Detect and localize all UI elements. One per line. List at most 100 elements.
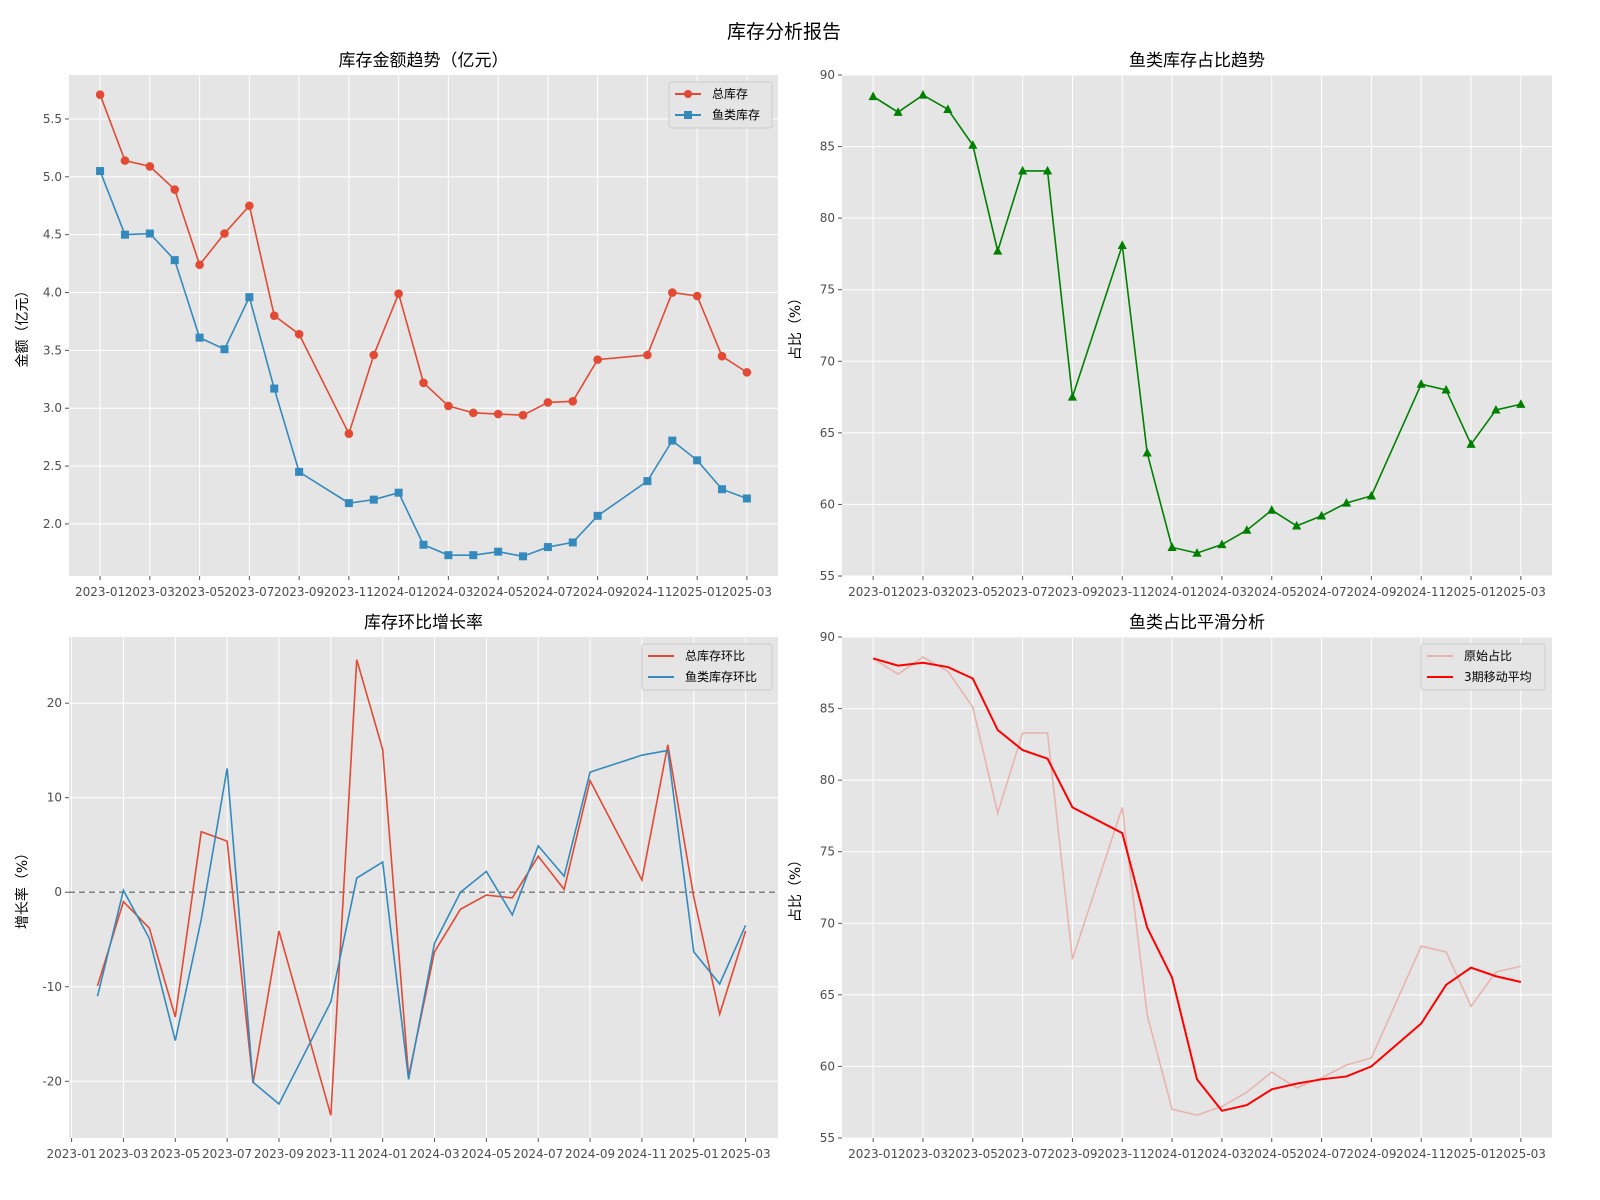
- data-point: [718, 485, 726, 493]
- x-tick-label: 2024-11: [622, 585, 672, 599]
- data-point: [494, 548, 502, 556]
- x-tick-label: 2023-11: [1097, 1147, 1147, 1161]
- data-point: [743, 368, 752, 377]
- data-point: [245, 293, 253, 301]
- x-tick-label: 2024-03: [1197, 1147, 1247, 1161]
- x-tick-label: 2023-03: [125, 585, 175, 599]
- data-point: [420, 541, 428, 549]
- x-tick-label: 2024-11: [617, 1147, 667, 1161]
- legend-label: 总库存: [712, 86, 748, 101]
- x-tick-label: 2024-03: [409, 1147, 459, 1161]
- data-point: [196, 334, 204, 342]
- legend-label: 总库存环比: [685, 648, 745, 663]
- y-tick-label: 10: [47, 791, 62, 805]
- chart-panel-1: 2.02.53.03.54.04.55.05.52023-01 2023-03 20…: [15, 51, 778, 599]
- data-point: [195, 260, 204, 269]
- legend-marker: [684, 90, 692, 98]
- x-tick-label: 2023-09: [1047, 1147, 1097, 1161]
- y-tick-label: 20: [47, 696, 62, 710]
- y-tick-label: 65: [820, 988, 835, 1002]
- plot-area: [842, 637, 1552, 1138]
- data-point: [270, 385, 278, 393]
- data-point: [121, 156, 130, 165]
- y-tick-label: 3.0: [43, 401, 62, 415]
- x-tick-label: 2024-11: [1396, 585, 1446, 599]
- x-tick-label: 2023-07: [202, 1147, 252, 1161]
- data-point: [171, 256, 179, 264]
- x-tick-label: 2024-07: [1296, 1147, 1346, 1161]
- y-tick-label: 5.5: [43, 112, 62, 126]
- x-tick-label: 2024-01: [1147, 1147, 1197, 1161]
- x-tick-label: 2024-11: [1396, 1147, 1446, 1161]
- data-point: [369, 351, 378, 360]
- x-tick-label: 2023-11: [1097, 585, 1147, 599]
- y-tick-label: 75: [820, 283, 835, 297]
- y-tick-label: 60: [820, 497, 835, 511]
- x-tick-label: 2023-01: [47, 1147, 97, 1161]
- data-point: [96, 90, 105, 99]
- x-tick-label: 2024-05: [1247, 1147, 1297, 1161]
- data-point: [96, 167, 104, 175]
- y-axis-label: 占比（%）: [788, 853, 804, 922]
- y-tick-label: 4.0: [43, 286, 62, 300]
- data-point: [718, 352, 727, 361]
- x-tick-label: 2024-09: [1346, 1147, 1396, 1161]
- x-tick-label: 2023-01: [75, 585, 125, 599]
- data-point: [345, 429, 354, 438]
- x-tick-label: 2025-01: [669, 1147, 719, 1161]
- data-point: [170, 185, 179, 194]
- x-tick-label: 2023-09: [1047, 585, 1097, 599]
- y-tick-label: 70: [820, 916, 835, 930]
- data-point: [245, 201, 254, 210]
- plot-area: [842, 75, 1552, 576]
- data-point: [444, 551, 452, 559]
- x-tick-label: 2024-05: [473, 585, 523, 599]
- x-tick-label: 2025-03: [1496, 1147, 1546, 1161]
- x-tick-label: 2023-07: [998, 1147, 1048, 1161]
- data-point: [668, 288, 677, 297]
- x-tick-label: 2023-09: [274, 585, 324, 599]
- x-tick-label: 2023-05: [948, 585, 998, 599]
- x-tick-label: 2023-01: [848, 585, 898, 599]
- legend: 总库存鱼类库存: [669, 82, 772, 128]
- x-tick-label: 2023-03: [898, 585, 948, 599]
- x-tick-label: 2024-01: [374, 585, 424, 599]
- y-tick-label: 55: [820, 569, 835, 583]
- y-tick-label: 2.5: [43, 459, 62, 473]
- legend-label: 鱼类库存环比: [685, 669, 757, 684]
- x-tick-label: 2025-01: [1446, 585, 1496, 599]
- y-tick-label: 80: [820, 211, 835, 225]
- data-point: [146, 162, 155, 171]
- x-tick-label: 2025-03: [721, 1147, 771, 1161]
- data-point: [345, 499, 353, 507]
- panel-title: 鱼类占比平滑分析: [1129, 613, 1265, 633]
- y-tick-label: 65: [820, 426, 835, 440]
- y-tick-label: 2.0: [43, 517, 62, 531]
- x-tick-label: 2023-01: [848, 1147, 898, 1161]
- x-tick-label: 2024-05: [1247, 585, 1297, 599]
- data-point: [220, 345, 228, 353]
- x-tick-label: 2024-07: [513, 1147, 563, 1161]
- y-tick-label: 55: [820, 1131, 835, 1145]
- panel-title: 库存金额趋势（亿元）: [339, 51, 509, 71]
- y-axis-label: 占比（%）: [788, 291, 804, 360]
- data-point: [594, 512, 602, 520]
- data-point: [295, 468, 303, 476]
- legend-label: 原始占比: [1464, 648, 1512, 663]
- data-point: [395, 489, 403, 497]
- data-point: [519, 552, 527, 560]
- legend-label: 鱼类库存: [712, 107, 760, 122]
- x-tick-label: 2024-01: [1147, 585, 1197, 599]
- y-axis-label: 增长率（%）: [14, 846, 31, 929]
- data-point: [693, 292, 702, 301]
- y-tick-label: 60: [820, 1059, 835, 1073]
- y-tick-label: 85: [820, 702, 835, 716]
- data-point: [444, 402, 453, 411]
- data-point: [568, 397, 577, 406]
- data-point: [270, 311, 279, 320]
- legend-label: 3期移动平均: [1464, 670, 1532, 684]
- x-tick-label: 2023-07: [224, 585, 274, 599]
- y-tick-label: 90: [820, 630, 835, 644]
